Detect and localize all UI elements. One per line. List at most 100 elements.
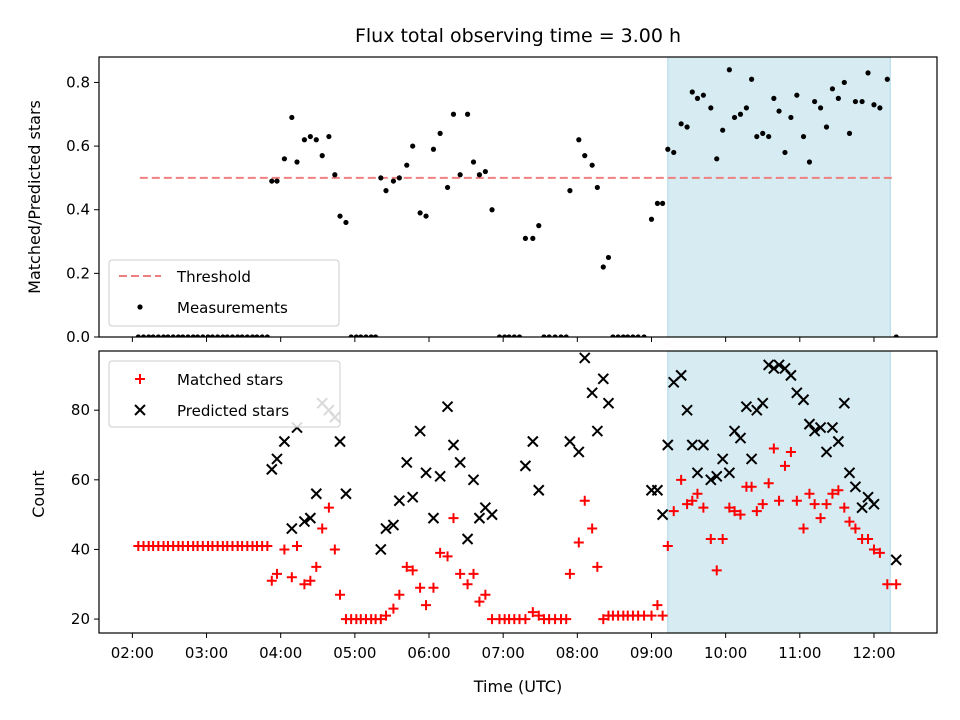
predicted-star-point [849, 481, 862, 493]
matched-star-point [652, 600, 663, 611]
predicted-star-point [387, 519, 400, 531]
matched-star-point [317, 523, 328, 534]
measurement-point [373, 334, 379, 337]
predicted-star-point [486, 508, 498, 521]
measurement-point [605, 254, 612, 261]
measurement-point [610, 334, 616, 337]
measurement-point [220, 334, 226, 337]
measurement-point [754, 133, 760, 140]
measurement-point [600, 264, 606, 270]
predicted-star-point [740, 400, 753, 413]
predicted-star-point [393, 494, 406, 507]
measurement-point [383, 188, 389, 194]
matched-star-point [668, 506, 679, 517]
measurement-point [259, 334, 265, 337]
matched-star-point [839, 502, 850, 513]
y-tick-label: 0.6 [66, 137, 90, 155]
legend-threshold-label: Threshold [176, 268, 251, 286]
measurement-point [635, 334, 641, 337]
measurement-point [582, 153, 588, 159]
y-tick-label: 0.4 [66, 201, 90, 219]
measurement-point [437, 130, 443, 136]
predicted-star-point [723, 467, 736, 479]
predicted-star-point [579, 352, 591, 364]
measurement-point [496, 334, 503, 337]
predicted-star-point [334, 435, 346, 448]
measurement-point [450, 111, 457, 117]
legend-measurement-label: Measurements [177, 299, 288, 317]
predicted-star-point [808, 425, 821, 437]
matched-star-point [262, 540, 273, 551]
x-tick-label: 10:00 [704, 644, 747, 662]
measurement-point [195, 334, 201, 337]
matched-star-point [692, 488, 703, 499]
measurement-point [630, 334, 636, 337]
predicted-star-point [414, 425, 426, 437]
ratio-panel: Matched/Predicted stars 0.0 0.2 0.4 0.6 0.8 T… [25, 56, 938, 346]
measurement-point [410, 143, 416, 149]
measurement-point [244, 334, 250, 337]
predicted-star-point [602, 397, 615, 409]
predicted-star-point [461, 533, 474, 545]
predicted-star-point [762, 359, 775, 371]
measurement-point [363, 334, 369, 337]
measurement-point [368, 334, 374, 337]
predicted-star-point [686, 439, 698, 451]
predicted-star-point [832, 435, 845, 448]
predicted-star-point [757, 397, 769, 409]
predicted-star-point [745, 453, 758, 465]
matched-star-point [561, 614, 572, 625]
measurement-point [146, 334, 152, 337]
matched-star-point [598, 614, 609, 625]
matched-star-point [299, 579, 310, 590]
series-predicted-stars [266, 352, 902, 566]
predicted-star-point [797, 394, 810, 406]
measurement-point [423, 213, 429, 219]
matched-star-point [698, 502, 709, 513]
matched-star-point [751, 506, 762, 517]
predicted-star-point [691, 467, 704, 479]
measurement-point [641, 334, 647, 337]
predicted-star-point [519, 460, 532, 472]
y-tick-label: 20 [71, 610, 90, 628]
predicted-star-point [564, 435, 576, 448]
matched-star-point [891, 579, 902, 590]
observing-window-span [667, 351, 891, 633]
measurement-point [615, 334, 621, 337]
matched-star-point [833, 485, 844, 496]
observing-window-span [667, 57, 891, 337]
predicted-star-point [467, 474, 480, 486]
measurement-point [155, 334, 161, 337]
measurement-point [404, 162, 410, 168]
measurement-point [684, 124, 690, 130]
predicted-star-point [675, 369, 687, 382]
measurement-point [464, 111, 471, 117]
measurement-point [620, 334, 626, 337]
matched-star-point [804, 488, 815, 499]
measurement-point [541, 334, 547, 337]
matched-star-point [687, 495, 698, 506]
measurement-point [200, 334, 206, 337]
measurement-point [281, 156, 287, 162]
matched-star-point [844, 516, 855, 527]
measurement-point [160, 334, 167, 337]
measurement-point [343, 219, 349, 226]
legend-measurement-swatch [137, 304, 143, 310]
measurement-point [150, 334, 156, 337]
measurement-point [319, 153, 325, 159]
y-tick-label: 0.8 [66, 73, 90, 91]
matched-star-point [798, 523, 809, 534]
matched-star-point [474, 596, 485, 607]
matched-star-point [809, 499, 820, 510]
measurement-point [852, 98, 859, 105]
matched-star-point [573, 537, 584, 548]
count-panel: Count Time (UTC) 20 40 60 80 02:00 03:00 04:00… [29, 350, 938, 696]
matched-star-point [774, 495, 785, 506]
matched-star-point [468, 568, 479, 579]
measurement-point [249, 334, 256, 337]
matched-star-point [874, 547, 885, 558]
predicted-star-point [656, 508, 669, 521]
measurement-point [294, 159, 300, 165]
matched-star-point [815, 513, 826, 524]
